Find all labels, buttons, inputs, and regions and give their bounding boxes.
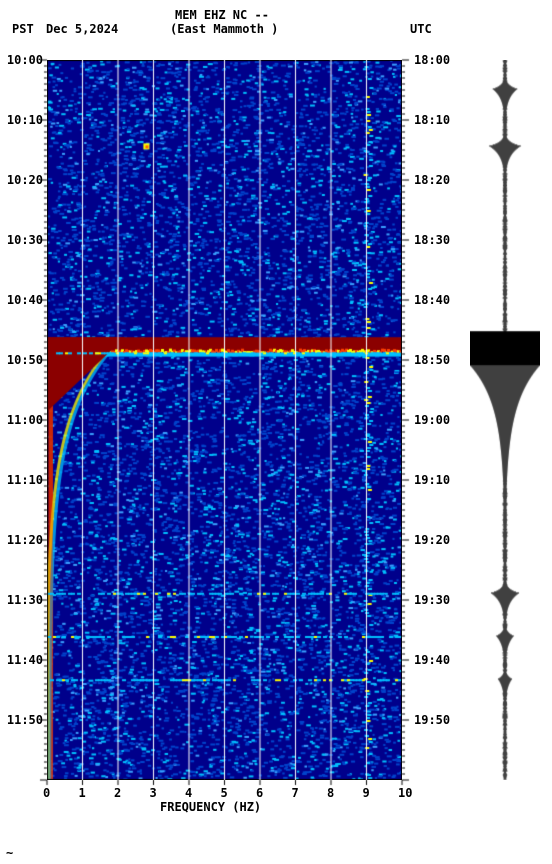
axis-ticks-overlay — [0, 0, 552, 864]
